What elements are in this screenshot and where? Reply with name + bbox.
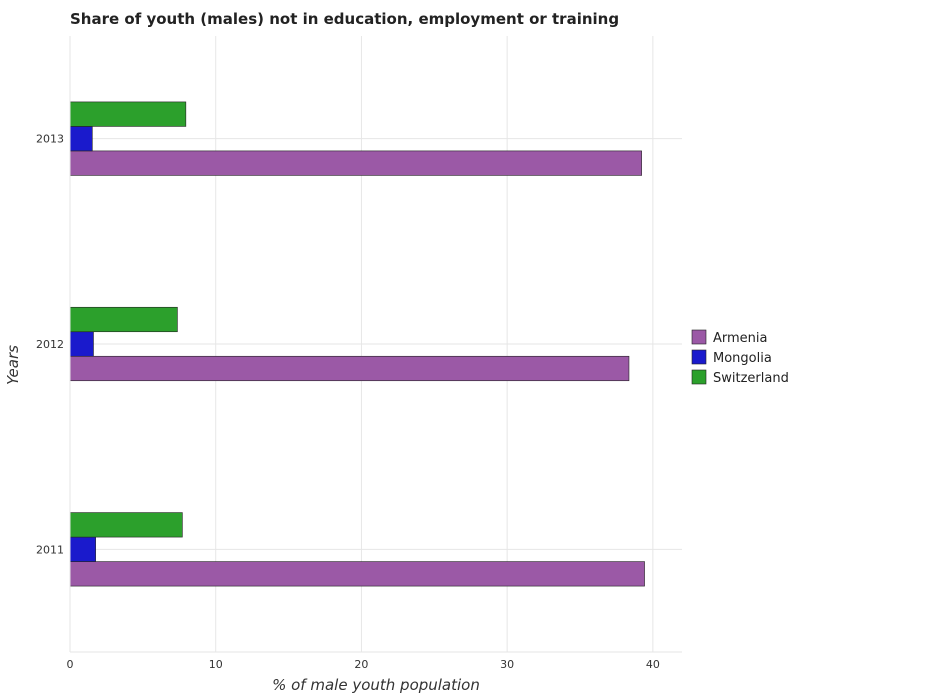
legend-label-mongolia: Mongolia	[713, 351, 772, 366]
bar-mongolia-2012	[70, 332, 93, 357]
bar-armenia-2011	[70, 562, 645, 587]
bar-mongolia-2011	[70, 537, 96, 562]
x-tick-label: 20	[354, 658, 368, 671]
legend-label-armenia: Armenia	[713, 331, 768, 346]
x-axis-label: % of male youth population	[272, 676, 480, 694]
bar-mongolia-2013	[70, 126, 92, 150]
legend: Armenia Mongolia Switzerland	[692, 330, 789, 386]
x-tick-label: 30	[500, 658, 514, 671]
bar-armenia-2013	[70, 151, 642, 176]
x-tick-label: 10	[209, 658, 223, 671]
plot-area: 0 10 20 30 40 2011 2012 2013	[36, 36, 682, 671]
legend-swatch-mongolia	[692, 350, 706, 364]
y-tick-label: 2012	[36, 338, 64, 351]
y-axis-label: Years	[4, 345, 22, 385]
y-tick-label: 2011	[36, 543, 64, 556]
bar-switzerland-2013	[70, 102, 186, 127]
y-tick-label: 2013	[36, 133, 64, 146]
legend-label-switzerland: Switzerland	[713, 371, 789, 386]
chart-title: Share of youth (males) not in education,…	[70, 10, 619, 28]
legend-swatch-switzerland	[692, 370, 706, 384]
bar-switzerland-2012	[70, 307, 177, 332]
x-tick-label: 0	[67, 658, 74, 671]
legend-swatch-armenia	[692, 330, 706, 344]
bar-armenia-2012	[70, 356, 629, 381]
bar-switzerland-2011	[70, 513, 182, 538]
x-tick-label: 40	[646, 658, 660, 671]
